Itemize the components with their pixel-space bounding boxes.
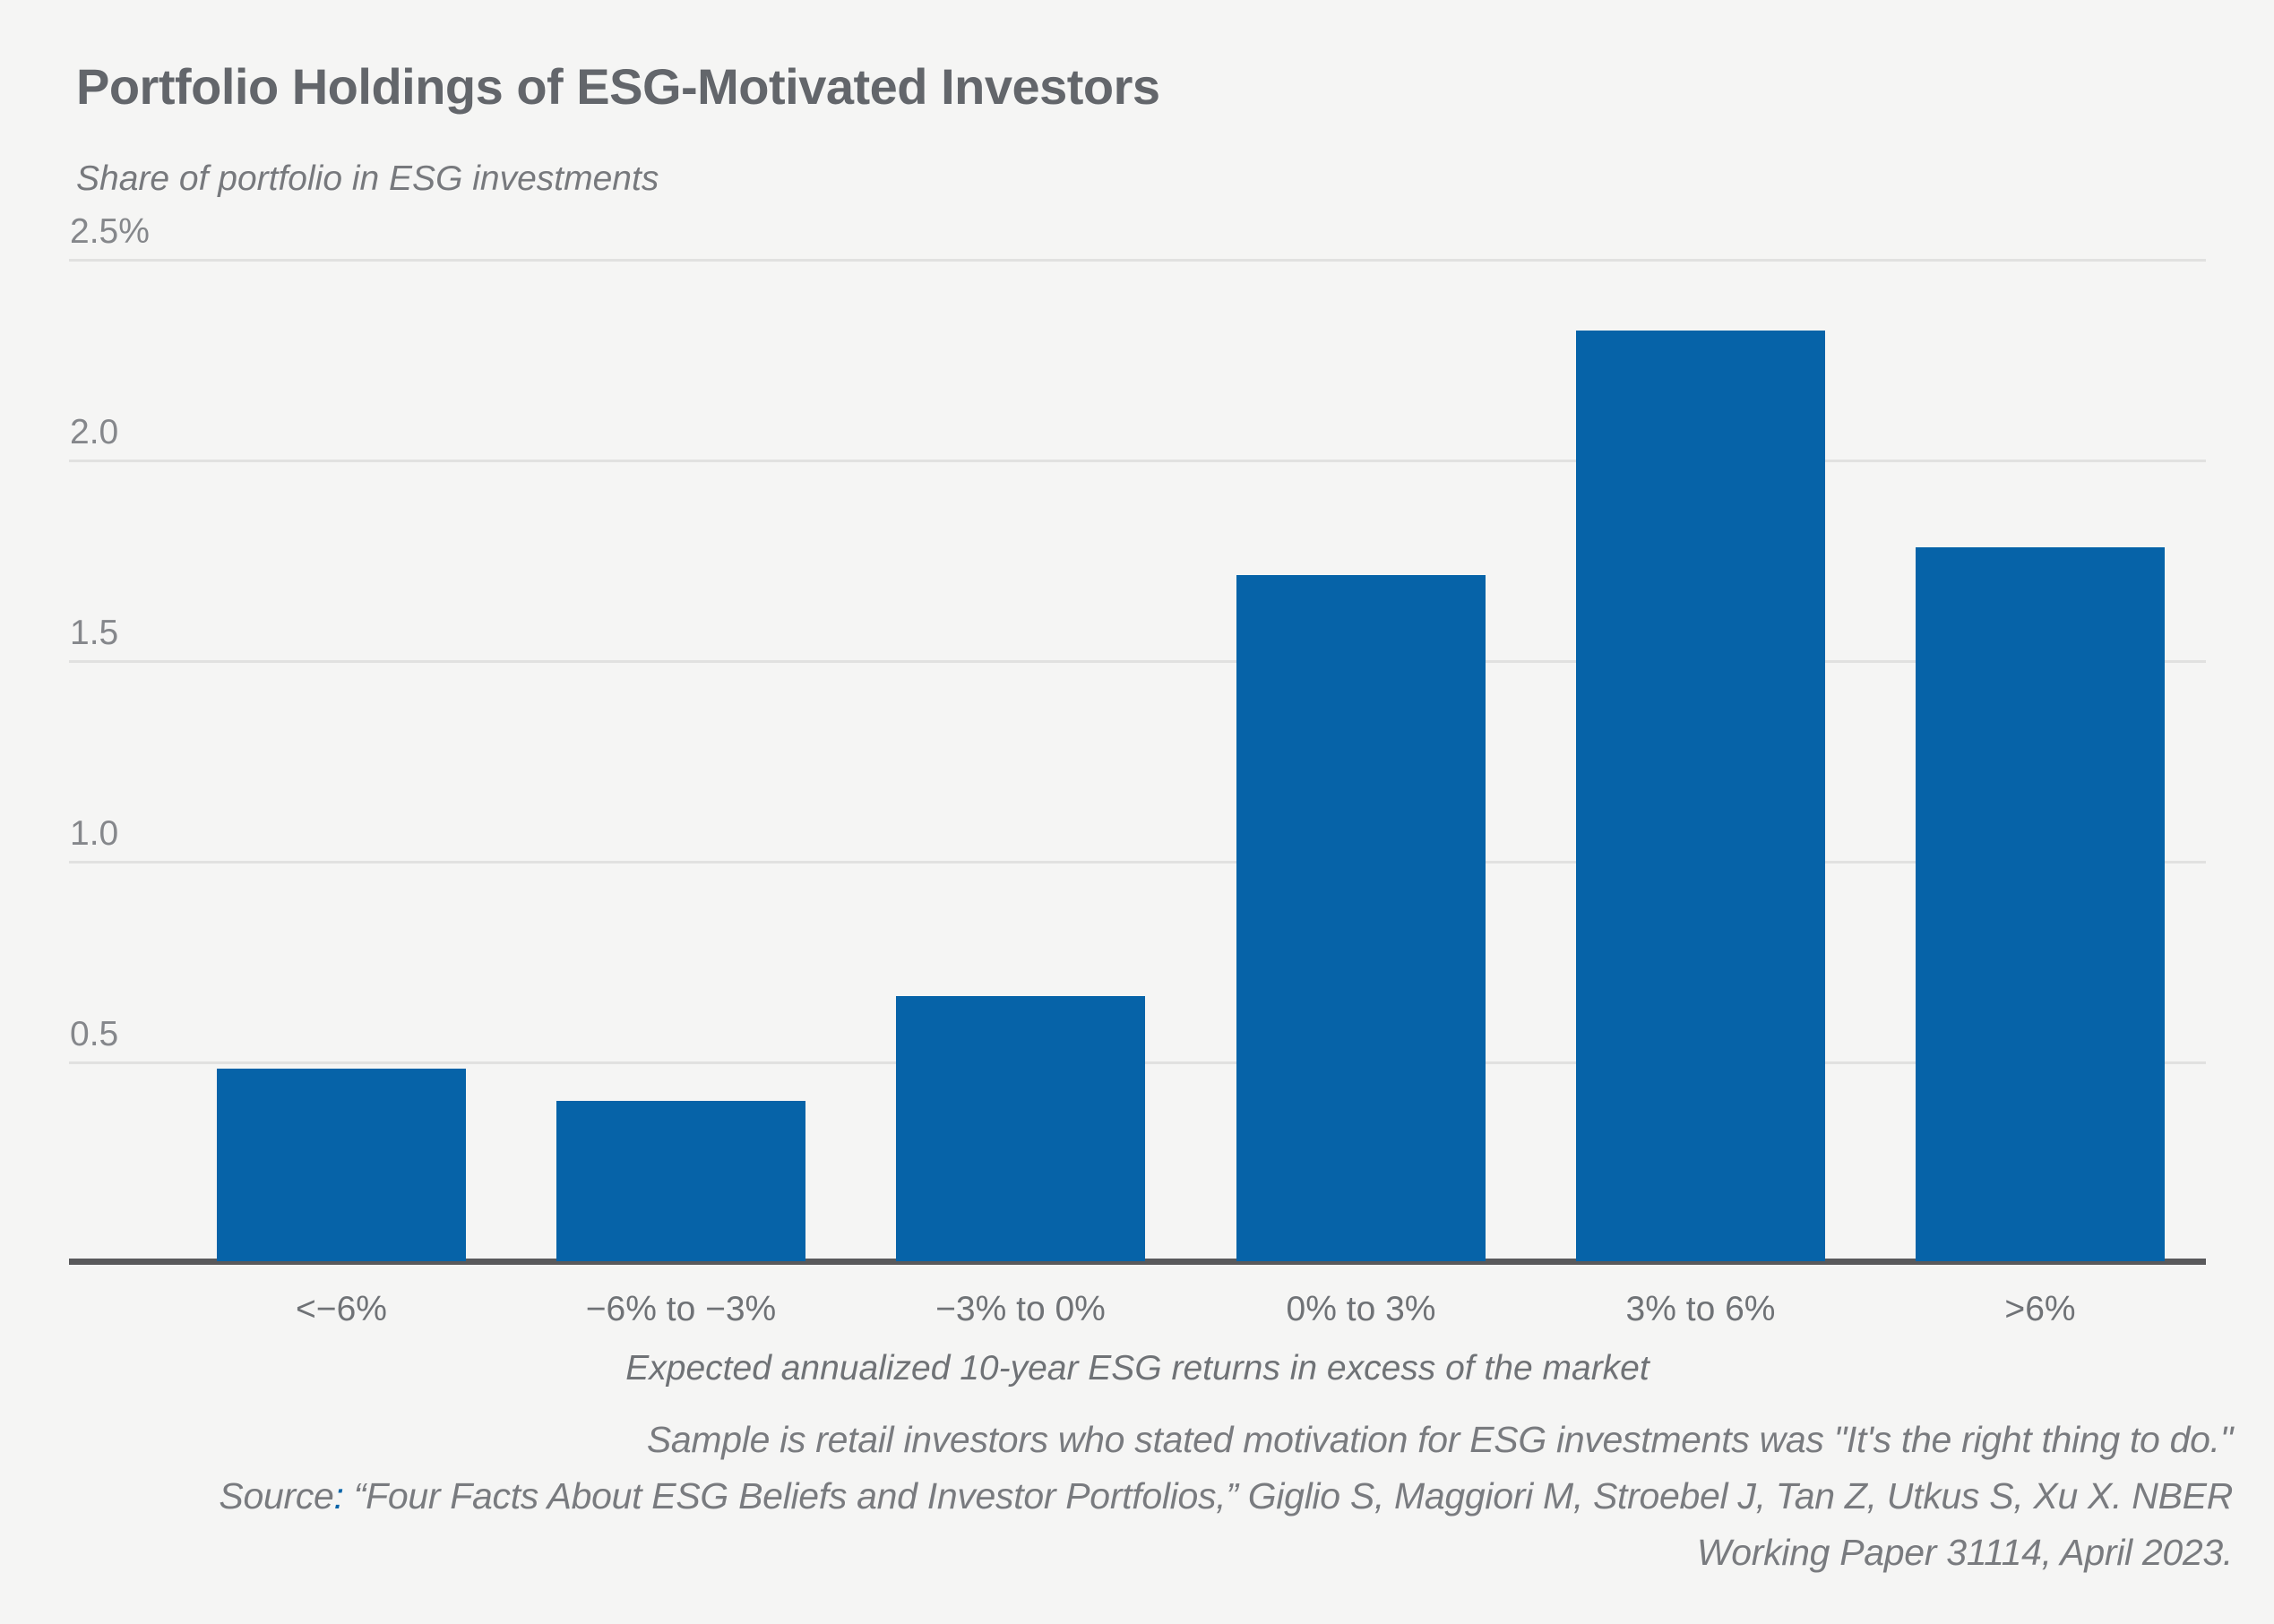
chart-title: Portfolio Holdings of ESG-Motivated Inve… [76, 58, 1160, 115]
y-tick-label-0.5: 0.5 [70, 1015, 119, 1053]
bar-4 [1576, 331, 1825, 1261]
y-tick-label-2.5: 2.5% [70, 212, 150, 251]
footnote-source: Source: “Four Facts About ESG Beliefs an… [82, 1468, 2233, 1525]
y-tick-label-1: 1.0 [70, 814, 119, 853]
x-axis-line [69, 1259, 2206, 1265]
gridline-1 [69, 861, 2206, 864]
footnote-source-line2: Working Paper 31114, April 2023. [1696, 1532, 2233, 1573]
source-citation: “Four Facts About ESG Beliefs and Invest… [343, 1475, 2234, 1517]
x-tick-label-3: 0% to 3% [1286, 1290, 1436, 1328]
y-tick-label-1.5: 1.5 [70, 614, 119, 652]
footnotes: Sample is retail investors who stated mo… [82, 1412, 2233, 1581]
x-tick-label-1: −6% to −3% [585, 1290, 777, 1328]
bar-5 [1916, 547, 2165, 1261]
footnote-sample: Sample is retail investors who stated mo… [646, 1419, 2233, 1460]
gridline-1.5 [69, 660, 2206, 663]
bar-0 [217, 1069, 466, 1261]
x-axis-title: Expected annualized 10-year ESG returns … [625, 1349, 1650, 1388]
source-colon: : [333, 1475, 344, 1517]
source-label: Source [219, 1475, 334, 1517]
chart-subtitle: Share of portfolio in ESG investments [76, 159, 659, 198]
x-tick-label-5: >6% [2004, 1290, 2076, 1328]
gridline-2 [69, 460, 2206, 462]
bar-2 [896, 996, 1145, 1261]
gridline-2.5 [69, 259, 2206, 262]
x-tick-label-0: <−6% [296, 1290, 387, 1328]
bar-3 [1236, 575, 1486, 1261]
x-tick-label-4: 3% to 6% [1625, 1290, 1776, 1328]
x-tick-label-2: −3% to 0% [935, 1290, 1106, 1328]
y-tick-label-2: 2.0 [70, 413, 119, 451]
bar-1 [556, 1101, 805, 1261]
